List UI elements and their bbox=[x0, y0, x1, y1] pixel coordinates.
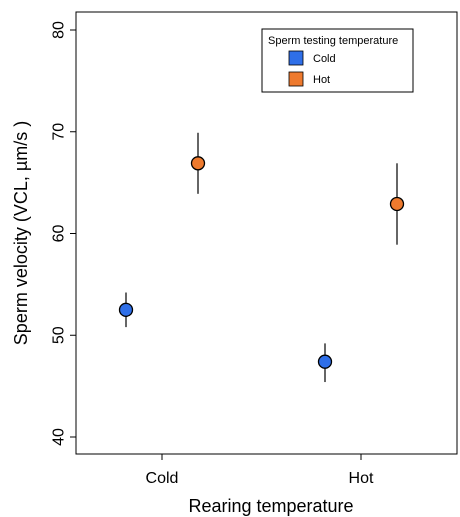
y-tick-label: 50 bbox=[51, 326, 68, 344]
legend-label-cold: Cold bbox=[313, 53, 336, 65]
legend-title: Sperm testing temperature bbox=[268, 35, 398, 47]
data-point bbox=[317, 354, 333, 369]
y-axis: 40 50 60 70 80 bbox=[51, 21, 76, 446]
y-tick-label: 80 bbox=[51, 21, 68, 39]
data-point bbox=[389, 196, 405, 212]
x-axis: Cold Hot bbox=[146, 454, 374, 487]
legend-swatch-cold bbox=[288, 50, 304, 66]
legend-label-hot: Hot bbox=[313, 74, 330, 86]
data-point bbox=[190, 156, 206, 171]
y-tick-label: 70 bbox=[51, 123, 68, 141]
data-marks bbox=[118, 132, 405, 383]
data-point bbox=[118, 302, 134, 317]
legend-box bbox=[261, 28, 414, 93]
legend: Sperm testing temperature Cold Hot bbox=[261, 28, 414, 93]
legend-swatch-hot bbox=[288, 71, 304, 87]
x-tick-label: Hot bbox=[349, 470, 374, 487]
x-tick-label: Cold bbox=[146, 470, 179, 487]
y-tick-label: 60 bbox=[51, 225, 68, 243]
y-axis-title: Sperm velocity (VCL, µm/s ) bbox=[11, 121, 31, 345]
x-axis-title: Rearing temperature bbox=[188, 496, 353, 516]
y-tick-label: 40 bbox=[51, 428, 68, 446]
